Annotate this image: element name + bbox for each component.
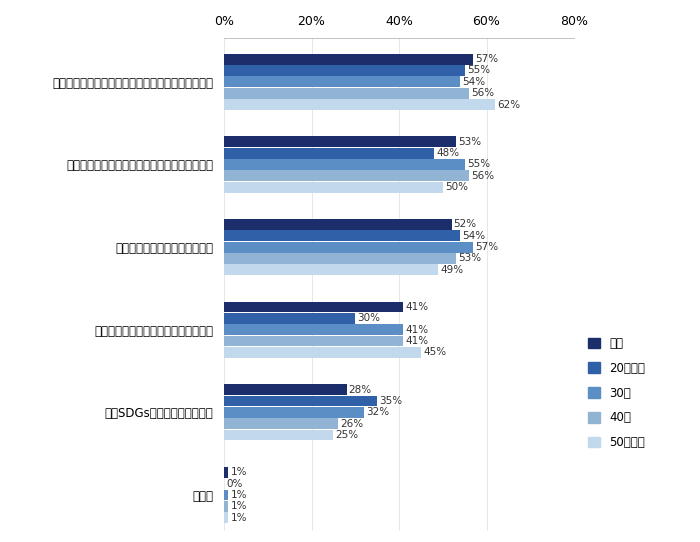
Text: 41%: 41% [405,325,428,335]
Bar [224,253,456,264]
Bar [224,54,473,64]
Text: 45%: 45% [423,347,446,358]
Text: 25%: 25% [335,430,358,440]
Text: 41%: 41% [405,302,428,312]
Text: 32%: 32% [366,408,389,417]
Text: 41%: 41% [405,336,428,346]
Text: 1%: 1% [230,467,247,478]
Bar [224,396,377,406]
Text: 56%: 56% [471,171,494,181]
Bar [224,347,421,358]
Text: 50%: 50% [445,182,468,192]
Text: 55%: 55% [467,66,490,75]
Bar [224,99,496,110]
Bar [224,148,434,158]
Text: 49%: 49% [440,265,463,275]
Text: 53%: 53% [458,254,481,263]
Bar [224,313,355,324]
Text: 52%: 52% [454,220,477,229]
Text: 57%: 57% [475,54,498,64]
Text: 56%: 56% [471,88,494,98]
Bar [224,76,461,87]
Text: 53%: 53% [458,137,481,147]
Bar [224,65,465,76]
Text: 48%: 48% [436,148,459,158]
Text: 57%: 57% [475,242,498,252]
Bar [224,159,465,170]
Bar [224,301,403,312]
Text: 55%: 55% [467,159,490,170]
Text: 26%: 26% [340,419,363,429]
Text: 1%: 1% [230,513,247,522]
Bar [224,230,461,241]
Text: 62%: 62% [498,100,521,109]
Bar [224,219,452,230]
Bar [224,407,364,418]
Bar [224,137,456,147]
Text: 1%: 1% [230,501,247,511]
Text: 0%: 0% [226,479,243,489]
Bar [224,489,228,500]
Bar [224,418,337,429]
Text: 30%: 30% [358,313,380,324]
Bar [224,512,228,523]
Bar [224,501,228,512]
Bar [224,467,228,478]
Bar [224,182,442,192]
Bar [224,324,403,335]
Bar [224,384,346,395]
Text: 35%: 35% [379,396,402,406]
Bar [224,88,469,99]
Bar [224,430,333,441]
Bar [224,335,403,346]
Bar [224,242,473,253]
Bar [224,264,438,275]
Text: 54%: 54% [463,231,486,241]
Text: 28%: 28% [349,385,372,395]
Text: 1%: 1% [230,490,247,500]
Bar [224,170,469,181]
Text: 54%: 54% [463,77,486,87]
Legend: 全体, 20代以下, 30代, 40代, 50代以上: 全体, 20代以下, 30代, 40代, 50代以上 [583,332,650,454]
